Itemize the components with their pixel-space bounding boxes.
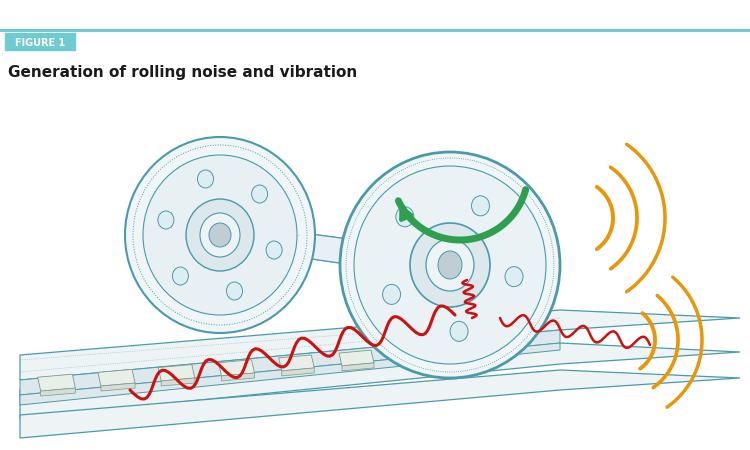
Polygon shape (279, 355, 314, 371)
Ellipse shape (143, 155, 297, 315)
Polygon shape (101, 383, 135, 391)
Polygon shape (20, 330, 560, 395)
Polygon shape (399, 345, 433, 361)
Ellipse shape (472, 196, 490, 216)
Ellipse shape (450, 321, 468, 342)
Polygon shape (40, 388, 75, 396)
Polygon shape (464, 340, 499, 356)
Polygon shape (218, 360, 254, 376)
Ellipse shape (266, 241, 282, 259)
Polygon shape (342, 363, 374, 371)
Polygon shape (20, 370, 740, 438)
Ellipse shape (290, 215, 310, 255)
Ellipse shape (505, 267, 523, 287)
Polygon shape (98, 369, 135, 386)
Text: FIGURE 1: FIGURE 1 (15, 38, 65, 48)
Polygon shape (161, 378, 195, 386)
Polygon shape (467, 352, 499, 360)
Polygon shape (402, 358, 433, 366)
Bar (5, 33, 75, 50)
Ellipse shape (410, 223, 490, 307)
Ellipse shape (426, 239, 474, 291)
Ellipse shape (340, 152, 560, 378)
Ellipse shape (209, 223, 231, 247)
Ellipse shape (125, 137, 315, 333)
Ellipse shape (382, 284, 400, 304)
Ellipse shape (186, 199, 254, 271)
Polygon shape (228, 223, 445, 278)
Ellipse shape (354, 166, 546, 364)
Polygon shape (228, 213, 300, 257)
Polygon shape (158, 364, 195, 381)
Text: Generation of rolling noise and vibration: Generation of rolling noise and vibratio… (8, 65, 357, 80)
Polygon shape (339, 350, 374, 366)
Ellipse shape (172, 267, 188, 285)
Polygon shape (20, 343, 560, 405)
Polygon shape (221, 373, 254, 381)
Ellipse shape (251, 185, 268, 203)
Ellipse shape (197, 170, 214, 188)
Polygon shape (38, 374, 75, 391)
Polygon shape (282, 368, 314, 376)
Ellipse shape (158, 211, 174, 229)
Ellipse shape (200, 213, 240, 257)
Ellipse shape (396, 207, 414, 227)
Ellipse shape (226, 282, 242, 300)
Polygon shape (20, 310, 740, 380)
Ellipse shape (438, 251, 462, 279)
Polygon shape (20, 343, 740, 418)
